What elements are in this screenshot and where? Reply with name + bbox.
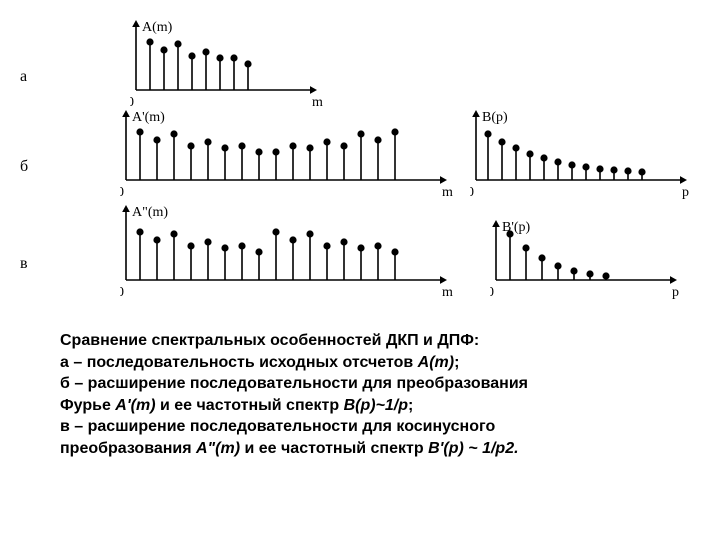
caption-l6i2: B'(p) ~ 1/p2.	[428, 440, 518, 457]
svg-text:p: p	[672, 285, 679, 300]
stem-plot-b-right: B(p) 0 p	[470, 110, 710, 209]
caption-l6a: преобразования	[60, 440, 196, 457]
caption-l4i1: A'(m)	[115, 397, 155, 414]
stem-plot-c-left: A"(m) 0 m	[120, 205, 470, 309]
caption-l4c: ;	[408, 397, 413, 414]
caption-l2b: ;	[454, 354, 459, 371]
caption-l4b: и ее частотный спектр	[156, 397, 344, 414]
caption-l6b: и ее частотный спектр	[240, 440, 428, 457]
svg-text:m: m	[442, 285, 453, 300]
svg-text:A"(m): A"(m)	[132, 205, 168, 220]
svg-text:p: p	[682, 185, 689, 200]
svg-text:0: 0	[130, 95, 134, 110]
svg-text:A(m): A(m)	[142, 20, 173, 35]
figure-area: а б в A(m)0m A'(m)0m B(p)0p A"(m)0m B'(p…	[60, 20, 680, 300]
svg-text:B'(p): B'(p)	[502, 220, 531, 235]
svg-text:A'(m): A'(m)	[132, 110, 165, 125]
caption-l5: в – расширение последовательности для ко…	[60, 418, 495, 435]
caption-l3: б – расширение последовательности для пр…	[60, 375, 528, 392]
row-label-c: в	[20, 255, 28, 273]
svg-text:0: 0	[120, 285, 124, 300]
caption-l2a: а – последовательность исходных отсчетов	[60, 354, 418, 371]
svg-text:0: 0	[120, 185, 124, 200]
stem-plot-c-right: B'(p) 0 p	[490, 220, 700, 309]
caption: Сравнение спектральных особенностей ДКП …	[60, 330, 660, 460]
stem-plot-b-left: A'(m) 0 m	[120, 110, 470, 209]
caption-l1: Сравнение спектральных особенностей ДКП …	[60, 332, 479, 349]
svg-text:0: 0	[490, 285, 494, 300]
caption-l4a: Фурье	[60, 397, 115, 414]
svg-text:0: 0	[470, 185, 474, 200]
stem-plot-a: A(m) 0 m	[130, 20, 340, 119]
caption-l4i2: B(p)~1/p	[344, 397, 408, 414]
svg-text:m: m	[312, 95, 323, 110]
caption-l2i: A(m)	[418, 354, 454, 371]
row-label-a: а	[20, 68, 27, 86]
svg-text:B(p): B(p)	[482, 110, 508, 125]
caption-l6i1: A"(m)	[196, 440, 240, 457]
svg-text:m: m	[442, 185, 453, 200]
row-label-b: б	[20, 158, 28, 176]
